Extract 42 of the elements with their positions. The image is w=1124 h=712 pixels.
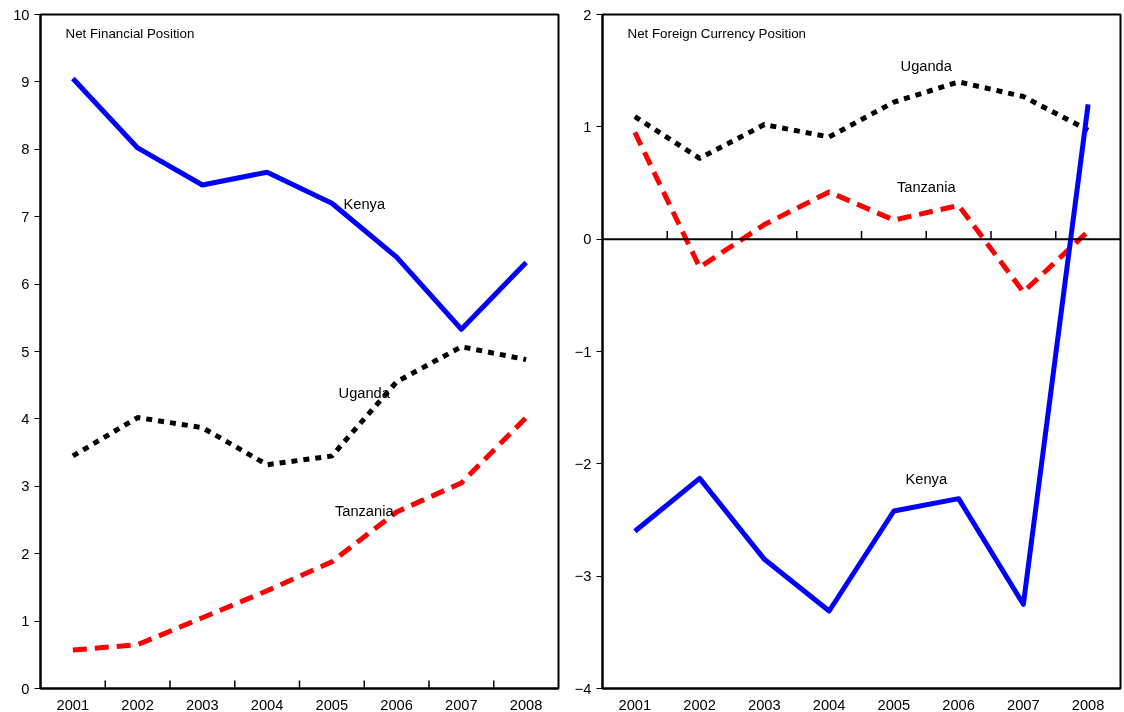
y-tick-label: 6	[21, 276, 30, 293]
y-tick-label: −3	[574, 568, 592, 585]
y-tick-label: −2	[574, 455, 592, 472]
y-tick-label: 2	[21, 545, 30, 562]
series-label: Kenya	[343, 196, 386, 213]
y-tick-label: 1	[583, 118, 592, 135]
x-tick-label: 2006	[380, 696, 413, 712]
text: Net Foreign Currency Position	[627, 25, 807, 41]
x-tick-label: 2007	[1007, 696, 1040, 712]
x-tick-label: 2003	[186, 696, 219, 712]
series-label: Tanzania	[896, 178, 957, 195]
x-tick-label: 2008	[1071, 696, 1105, 712]
x-tick-label: 2003	[748, 696, 781, 712]
y-tick-label: 2	[583, 6, 592, 23]
y-tick-label: 0	[21, 680, 30, 697]
series-label: Tanzania	[334, 502, 395, 519]
y-tick-label: 5	[21, 343, 30, 360]
x-tick-label: 2004	[812, 696, 846, 712]
x-tick-label: 2002	[121, 696, 154, 712]
x-tick-label: 2001	[56, 696, 90, 712]
y-tick-label: −1	[574, 343, 592, 360]
y-tick-label: −4	[574, 680, 592, 697]
x-tick-label: 2001	[618, 696, 652, 712]
x-tick-label: 2002	[683, 696, 716, 712]
y-tick-label: 9	[21, 73, 30, 90]
y-tick-label: 8	[21, 141, 30, 158]
y-tick-label: 1	[21, 613, 30, 630]
y-tick-label: 7	[21, 208, 30, 225]
series-label: Uganda	[900, 58, 953, 75]
x-tick-label: 2005	[315, 696, 349, 712]
x-tick-label: 2004	[250, 696, 284, 712]
series-label: Uganda	[338, 384, 391, 401]
x-tick-label: 2005	[877, 696, 911, 712]
x-tick-label: 2006	[942, 696, 975, 712]
y-tick-label: 3	[21, 478, 30, 495]
y-tick-label: 10	[13, 6, 30, 23]
series-label: Kenya	[905, 470, 948, 487]
x-tick-label: 2008	[509, 696, 543, 712]
y-tick-label: 0	[583, 231, 592, 248]
text: Net Financial Position	[65, 25, 195, 41]
y-tick-label: 4	[21, 410, 30, 427]
x-tick-label: 2007	[445, 696, 478, 712]
